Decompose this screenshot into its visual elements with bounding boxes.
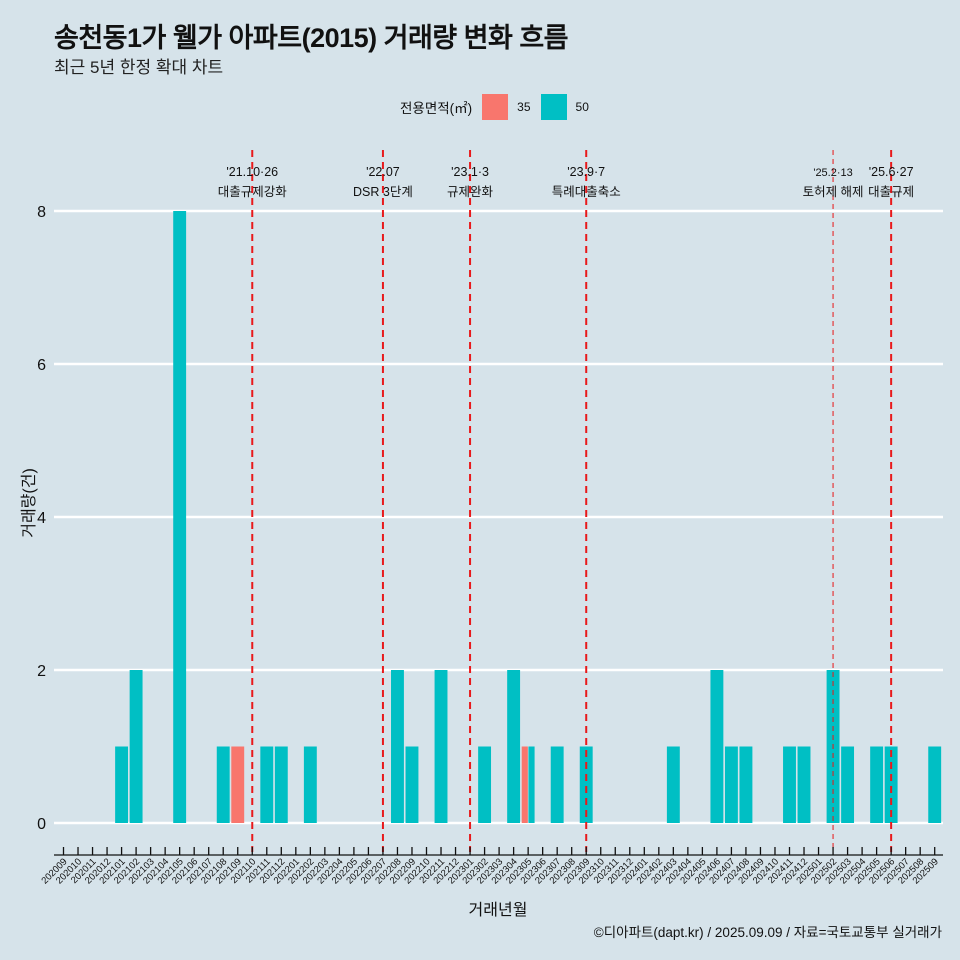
event-label: 대출규제강화 (218, 185, 288, 199)
y-tick-label: 0 (37, 816, 46, 833)
bar-50-202304 (507, 670, 521, 823)
bar-50-202302 (478, 746, 492, 823)
event-annotations: '21.10·26 대출규제강화 '22.07 DSR 3단계 '23.1·3 규제완화 '… (218, 165, 914, 199)
bar-50-202411 (783, 746, 796, 823)
event-label: 대출규제 (868, 185, 914, 199)
bar-35-202109 (231, 746, 245, 823)
event-lines (251, 150, 893, 852)
bar-50-202505 (870, 746, 884, 823)
bar-50-202102 (129, 670, 143, 823)
bar-50-202407 (724, 746, 738, 823)
event-date-label: '25.2·13 (813, 167, 852, 179)
event-date-label: '22.07 (366, 165, 400, 179)
event-date-label: '21.10·26 (226, 165, 278, 179)
bar-50-202509 (928, 746, 942, 823)
legend-swatch-50 (540, 94, 567, 120)
legend-label-35: 35 (517, 100, 531, 114)
bar-35-202305 (521, 746, 528, 823)
bar-50-202503 (841, 746, 855, 823)
legend: 전용면적(㎡) 35 50 (400, 94, 599, 120)
event-date-label: '23.1·3 (451, 165, 489, 179)
bar-50-202101 (115, 746, 129, 823)
legend-swatch-35 (482, 94, 509, 120)
bars (115, 211, 942, 823)
bar-50-202208 (391, 670, 404, 823)
event-date-label: '23.9·7 (567, 165, 605, 179)
bar-50-202105 (173, 211, 187, 823)
y-tick-label: 8 (37, 204, 46, 221)
event-label: 특례대출축소 (552, 185, 621, 199)
bar-50-202305 (528, 746, 535, 823)
bar-50-202408 (739, 746, 753, 823)
bar-50-202108 (216, 746, 230, 823)
gridlines (54, 209, 943, 825)
bar-50-202211 (434, 670, 448, 823)
chart-title: 송천동1가 웰가 아파트(2015) 거래량 변화 흐름 (54, 23, 569, 53)
bar-50-202403 (666, 746, 680, 823)
event-label: DSR 3단계 (353, 185, 413, 199)
y-tick-label: 2 (37, 663, 46, 680)
y-tick-label: 6 (37, 357, 46, 374)
chart-subtitle: 최근 5년 한정 확대 차트 (54, 58, 224, 77)
bar-50-202406 (710, 670, 724, 823)
x-axis: 2020092020102020112020122021012021022021… (39, 847, 943, 887)
event-label: 규제완화 (447, 185, 494, 199)
footer-credit: ©디아파트(dapt.kr) / 2025.09.09 / 자료=국토교통부 실… (593, 925, 942, 940)
bar-50-202412 (797, 746, 811, 823)
y-axis-title: 거래량(건) (20, 468, 38, 538)
legend-title: 전용면적(㎡) (400, 101, 473, 116)
bar-50-202111 (260, 746, 274, 823)
bar-50-202309 (579, 746, 593, 823)
bar-50-202209 (405, 746, 419, 823)
x-axis-title: 거래년월 (469, 901, 528, 919)
event-label: 토허제 해제 (803, 185, 864, 199)
bar-50-202112 (274, 746, 288, 823)
y-tick-label: 4 (37, 510, 46, 527)
bar-50-202202 (303, 746, 317, 823)
legend-label-50: 50 (575, 100, 589, 114)
bar-50-202506 (884, 746, 898, 823)
event-date-label: '25.6·27 (869, 165, 914, 179)
bar-50-202307 (550, 746, 564, 823)
y-axis: 0 2 4 6 8 (37, 204, 46, 833)
